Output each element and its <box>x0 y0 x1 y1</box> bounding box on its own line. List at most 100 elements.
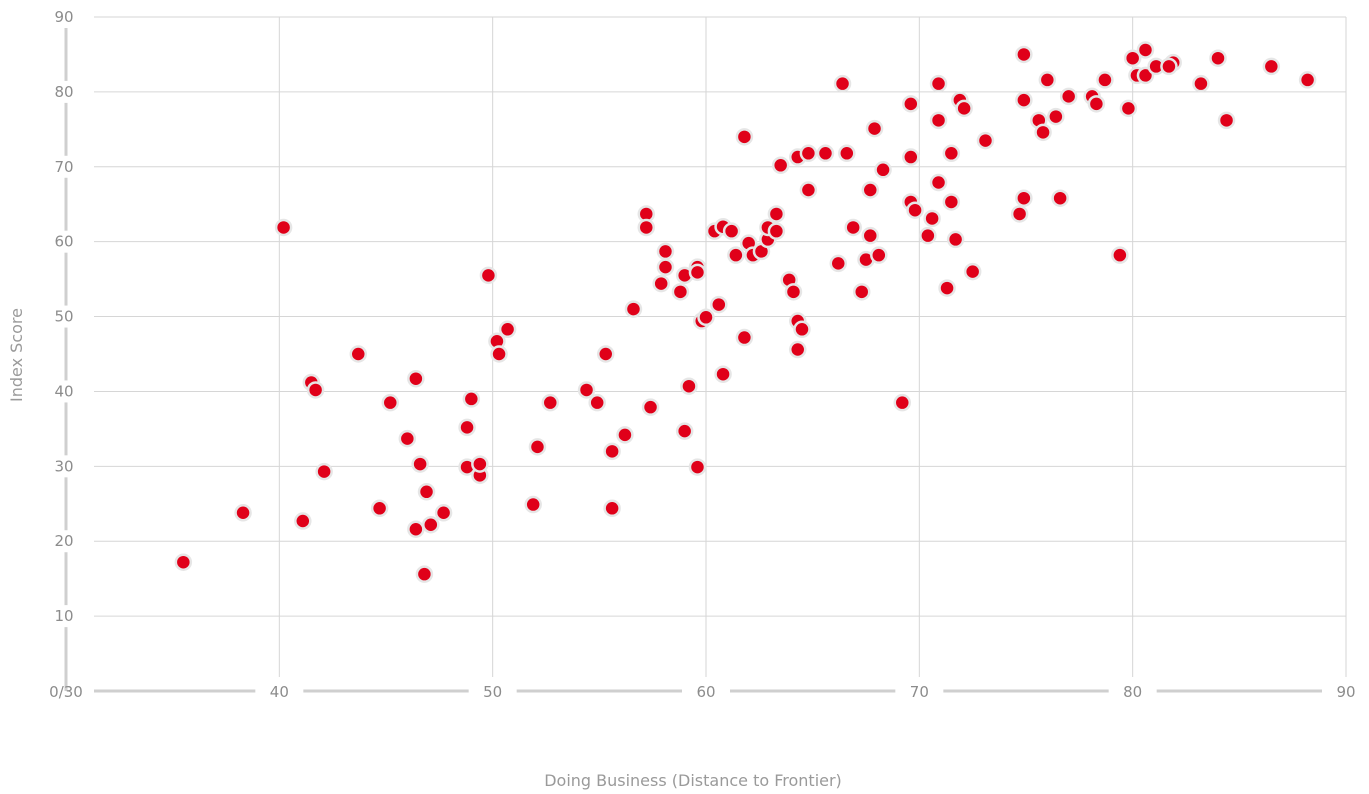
scatter-point <box>381 393 400 412</box>
scatter-point <box>929 74 948 93</box>
x-tick-label: 60 <box>696 683 715 701</box>
scatter-point <box>398 429 417 448</box>
scatter-point <box>174 553 193 571</box>
scatter-point <box>929 173 948 192</box>
scatter-point <box>1217 111 1236 130</box>
scatter-point <box>976 131 995 150</box>
scatter-point <box>1209 49 1227 67</box>
axes <box>64 28 1322 693</box>
y-tick-label: 60 <box>54 233 73 251</box>
scatter-point <box>479 266 498 285</box>
scatter-point <box>306 381 325 399</box>
scatter-point <box>349 345 368 363</box>
scatter-point <box>838 144 856 163</box>
scatter-point <box>675 422 694 440</box>
scatter-point <box>603 442 621 461</box>
y-tick-label: 40 <box>54 382 73 400</box>
scatter-point <box>1160 57 1178 76</box>
scatter-point <box>893 393 912 412</box>
x-tick-label: 70 <box>910 683 929 701</box>
scatter-point <box>1087 95 1106 113</box>
scatter-point <box>1015 189 1033 207</box>
scatter-point <box>735 128 754 146</box>
scatter-point <box>1051 189 1069 207</box>
scatter-point <box>641 398 660 416</box>
scatter-point <box>767 205 786 223</box>
scatter-point <box>577 381 596 399</box>
scatter-point <box>498 320 517 339</box>
scatter-point <box>919 226 937 245</box>
y-tick-label: 70 <box>54 158 73 176</box>
scatter-point <box>688 458 707 476</box>
scatter-point <box>1192 74 1210 93</box>
x-tick-label: 50 <box>483 683 502 701</box>
scatter-point <box>767 222 786 240</box>
scatter-point <box>411 455 429 473</box>
scatter-point <box>1015 45 1033 64</box>
scatter-point <box>407 369 425 388</box>
scatter-point <box>793 320 811 339</box>
scatter-point <box>722 222 741 240</box>
x-tick-label: 0/30 <box>49 683 83 701</box>
scatter-point <box>963 262 982 281</box>
scatter-point <box>771 156 790 175</box>
scatter-point <box>1298 71 1317 89</box>
scatter-point <box>462 390 481 408</box>
scatter-point <box>688 263 707 282</box>
scatter-point <box>274 218 293 237</box>
scatter-point <box>1111 246 1129 264</box>
scatter-point <box>1123 49 1142 67</box>
scatter-point <box>735 328 754 347</box>
scatter-point <box>784 283 803 301</box>
scatter-point <box>844 218 862 237</box>
scatter-point <box>671 283 690 301</box>
scatter-point <box>852 283 871 301</box>
scatter-point <box>874 161 892 179</box>
scatter-point <box>902 148 920 166</box>
scatter-point <box>829 254 848 273</box>
scatter-point <box>1096 71 1114 89</box>
scatter-point <box>870 246 888 264</box>
x-tick-label: 80 <box>1123 683 1142 701</box>
scatter-point <box>294 512 312 530</box>
grid-lines <box>94 16 1347 677</box>
scatter-point <box>524 495 542 514</box>
scatter-point <box>588 393 606 412</box>
y-tick-label: 30 <box>54 457 73 475</box>
scatter-point <box>946 230 965 249</box>
scatter-point <box>422 515 440 534</box>
scatter-point <box>370 499 389 518</box>
scatter-point <box>1262 57 1281 76</box>
scatter-point <box>955 99 973 118</box>
scatter-point <box>799 181 818 199</box>
tick-labels: 10 20 30 40 50 60 70 80 90 0/30 40 50 60 70 80 90 <box>49 8 1355 701</box>
scatter-point <box>407 520 425 538</box>
scatter-point <box>656 242 675 261</box>
scatter-point <box>710 295 728 314</box>
scatter-point <box>603 499 621 518</box>
scatter-point <box>861 181 880 199</box>
y-tick-label: 50 <box>54 308 73 326</box>
scatter-point <box>528 438 547 456</box>
scatter-point <box>652 274 670 293</box>
scatter-point <box>234 504 252 522</box>
scatter-point <box>490 345 508 363</box>
scatter-point <box>637 218 656 237</box>
scatter-point <box>624 300 643 318</box>
scatter-point <box>727 246 745 264</box>
scatter-point <box>942 144 961 163</box>
scatter-point <box>1034 123 1052 142</box>
scatter-point <box>1015 91 1033 109</box>
scatter-point <box>616 426 634 444</box>
scatter-point <box>458 418 476 437</box>
scatter-point <box>1136 41 1155 59</box>
scatter-point <box>799 144 818 163</box>
scatter-point <box>680 377 698 395</box>
y-tick-label: 80 <box>54 83 73 101</box>
scatter-point <box>417 483 436 501</box>
scatter-point <box>471 455 489 473</box>
scatter-point <box>1119 99 1138 118</box>
x-axis-title: Doing Business (Distance to Frontier) <box>544 771 842 790</box>
scatter-point <box>1038 71 1057 89</box>
